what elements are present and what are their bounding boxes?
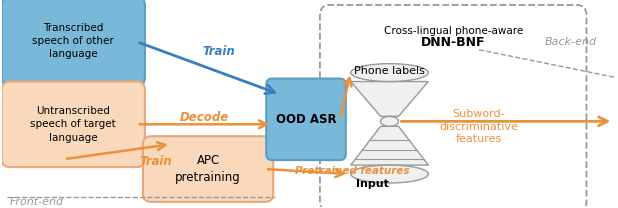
FancyBboxPatch shape — [2, 0, 145, 85]
Polygon shape — [351, 126, 428, 165]
FancyBboxPatch shape — [2, 82, 145, 167]
FancyBboxPatch shape — [266, 79, 346, 160]
FancyBboxPatch shape — [320, 5, 586, 208]
Text: Front-end: Front-end — [10, 197, 64, 207]
Text: APC
pretraining: APC pretraining — [175, 154, 241, 184]
Text: Untranscribed
speech of target
language: Untranscribed speech of target language — [30, 106, 116, 142]
Text: Pretrained features: Pretrained features — [295, 166, 410, 176]
Text: Decode: Decode — [180, 111, 229, 124]
Text: Train: Train — [140, 155, 172, 168]
Text: Phone labels: Phone labels — [354, 66, 425, 76]
Text: Cross-lingual phone-aware: Cross-lingual phone-aware — [384, 26, 523, 36]
FancyBboxPatch shape — [143, 136, 273, 202]
Ellipse shape — [381, 116, 399, 126]
Text: Input: Input — [356, 179, 389, 189]
Ellipse shape — [351, 64, 428, 82]
Text: OOD ASR: OOD ASR — [276, 113, 336, 126]
Ellipse shape — [351, 165, 428, 183]
Text: Train: Train — [202, 45, 235, 58]
Text: DNN-BNF: DNN-BNF — [421, 36, 486, 49]
Polygon shape — [351, 82, 428, 116]
Text: Subword-
discriminative
features: Subword- discriminative features — [439, 109, 519, 144]
Text: Transcribed
speech of other
language: Transcribed speech of other language — [32, 23, 114, 59]
Text: Back-end: Back-end — [544, 37, 596, 47]
